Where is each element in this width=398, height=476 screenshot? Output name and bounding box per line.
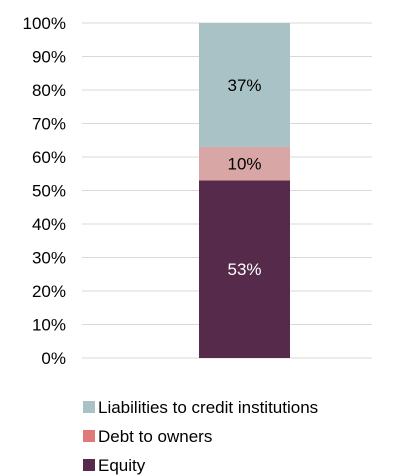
y-tick-label-0: 0% xyxy=(41,349,66,368)
data-label-debt-to-owners: 10% xyxy=(227,155,261,174)
legend-swatch-debt-to-owners xyxy=(83,430,95,442)
y-tick-label-7: 70% xyxy=(32,115,66,134)
legend-swatch-equity xyxy=(83,459,95,471)
bar-segment-equity xyxy=(199,180,290,358)
y-tick-label-2: 20% xyxy=(32,282,66,301)
bar-segment-debt-to-owners xyxy=(199,146,290,181)
legend-label-liabilities-to-credit-institutions: Liabilities to credit institutions xyxy=(98,398,318,417)
y-tick-label-9: 90% xyxy=(32,48,66,67)
data-labels: 53% 10% 37% xyxy=(227,76,261,279)
y-tick-label-8: 80% xyxy=(32,81,66,100)
legend-label-debt-to-owners: Debt to owners xyxy=(98,427,212,446)
data-label-liabilities-to-credit-institutions: 37% xyxy=(227,76,261,95)
y-axis-ticks: 0% 10% 20% 30% 40% 50% 60% 70% 80% 90% 100% xyxy=(23,14,66,368)
bar-stack xyxy=(199,23,290,358)
legend: Liabilities to credit institutions Debt t… xyxy=(83,398,318,475)
bar-segment-liabilities-to-credit-institutions xyxy=(199,23,290,147)
y-tick-label-5: 50% xyxy=(32,182,66,201)
y-tick-label-3: 30% xyxy=(32,249,66,268)
y-tick-label-1: 10% xyxy=(32,316,66,335)
y-tick-label-6: 60% xyxy=(32,148,66,167)
legend-swatch-liabilities-to-credit-institutions xyxy=(83,401,95,413)
legend-label-equity: Equity xyxy=(98,456,146,475)
y-tick-label-10: 100% xyxy=(23,14,66,33)
y-tick-label-4: 40% xyxy=(32,215,66,234)
data-label-equity: 53% xyxy=(227,260,261,279)
